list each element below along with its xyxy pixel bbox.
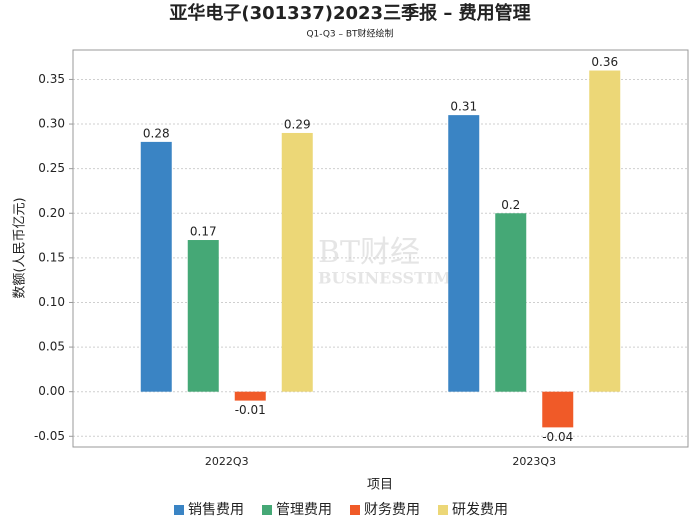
legend-label: 销售费用 (188, 502, 244, 518)
x-axis-label: 项目 (367, 478, 393, 493)
chart-title: 亚华电子(301337)2023三季报 – 费用管理 (169, 2, 530, 24)
chart-subtitle: Q1-Q3 – BT财经绘制 (306, 28, 393, 40)
watermark: BT财经 (318, 235, 420, 270)
legend-swatch (174, 505, 184, 515)
data-label: 0.36 (591, 55, 618, 69)
bar (187, 240, 219, 392)
legend-swatch (262, 505, 272, 515)
y-tick-label: 0.10 (38, 295, 65, 309)
data-label: -0.04 (542, 430, 573, 444)
y-tick-label: 0.15 (38, 250, 65, 264)
legend-swatch (438, 505, 448, 515)
bar (542, 391, 574, 428)
y-tick-label: 0.00 (38, 384, 65, 398)
y-tick-label: 0.20 (38, 206, 65, 220)
data-label: 0.31 (450, 100, 477, 114)
y-tick-label: 0.35 (38, 72, 65, 86)
legend-swatch (350, 505, 360, 515)
bar (234, 391, 266, 401)
legend-label: 管理费用 (276, 502, 332, 518)
legend-label: 财务费用 (364, 502, 420, 518)
y-tick-label: 0.25 (38, 161, 65, 175)
bar (281, 132, 313, 392)
y-tick-label: 0.30 (38, 117, 65, 131)
bar (589, 70, 621, 392)
data-label: 0.17 (190, 225, 217, 239)
legend-label: 研发费用 (452, 502, 508, 518)
plot-frame (72, 49, 689, 448)
y-axis-label: 数额(人民币亿元) (13, 197, 28, 298)
watermark: BUSINESSTIMES (318, 269, 475, 288)
bar (448, 115, 480, 392)
x-tick-label: 2022Q3 (205, 455, 249, 468)
y-tick-label: 0.05 (38, 340, 65, 354)
data-label: -0.01 (235, 403, 266, 417)
data-label: 0.29 (284, 117, 311, 131)
bar (495, 213, 527, 392)
y-tick-label: -0.05 (34, 429, 65, 443)
data-label: 0.2 (501, 198, 520, 212)
bar (140, 141, 172, 392)
data-label: 0.28 (143, 126, 170, 140)
x-tick-label: 2023Q3 (512, 455, 556, 468)
